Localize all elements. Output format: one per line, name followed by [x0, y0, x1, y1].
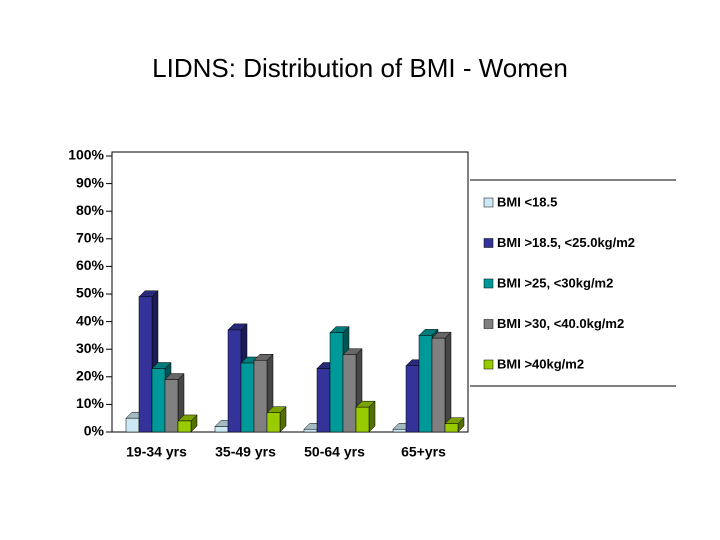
legend-label: BMI <18.5: [497, 194, 557, 209]
legend-label: BMI >30, <40.0kg/m2: [497, 316, 624, 331]
y-tick-label: 100%: [68, 147, 104, 163]
bar-side: [444, 331, 452, 433]
x-tick-label: 65+yrs: [401, 444, 446, 460]
bar: [405, 365, 420, 433]
bar: [266, 412, 281, 433]
bar: [342, 354, 357, 433]
bar: [164, 379, 179, 433]
legend-swatch: [483, 197, 494, 208]
legend-label: BMI >25, <30kg/m2: [497, 275, 613, 290]
chart-title: LIDNS: Distribution of BMI - Women: [152, 53, 568, 83]
legend-swatch: [483, 278, 494, 289]
y-tick-label: 60%: [76, 257, 105, 273]
y-tick-label: 80%: [76, 202, 105, 218]
legend-label: BMI >40kg/m2: [497, 356, 584, 371]
y-tick-label: 50%: [76, 285, 105, 301]
bar: [138, 296, 153, 433]
bar: [316, 368, 331, 433]
bar: [240, 362, 255, 433]
bar: [177, 420, 192, 433]
bar: [125, 417, 140, 433]
bar: [303, 428, 318, 433]
bar: [431, 337, 446, 433]
y-tick-label: 40%: [76, 312, 105, 328]
bar: [253, 359, 268, 433]
x-tick-label: 35-49 yrs: [215, 444, 276, 460]
bar: [214, 426, 229, 433]
y-tick-label: 10%: [76, 395, 105, 411]
bar: [444, 423, 459, 433]
y-tick-label: 20%: [76, 368, 105, 384]
legend-label: BMI >18.5, <25.0kg/m2: [497, 235, 635, 250]
y-tick-label: 0%: [84, 423, 105, 439]
x-tick-label: 19-34 yrs: [126, 444, 187, 460]
x-tick-label: 50-64 yrs: [304, 444, 365, 460]
bar: [329, 332, 344, 433]
bar: [418, 335, 433, 433]
legend-swatch: [483, 319, 494, 329]
y-tick-label: 30%: [76, 340, 105, 356]
bar: [392, 428, 407, 433]
legend-swatch: [483, 238, 494, 248]
y-tick-label: 70%: [76, 230, 105, 246]
bar: [151, 368, 166, 433]
bar: [227, 329, 242, 433]
bar: [355, 406, 370, 433]
y-tick-label: 90%: [76, 174, 105, 190]
legend-swatch: [483, 359, 494, 370]
